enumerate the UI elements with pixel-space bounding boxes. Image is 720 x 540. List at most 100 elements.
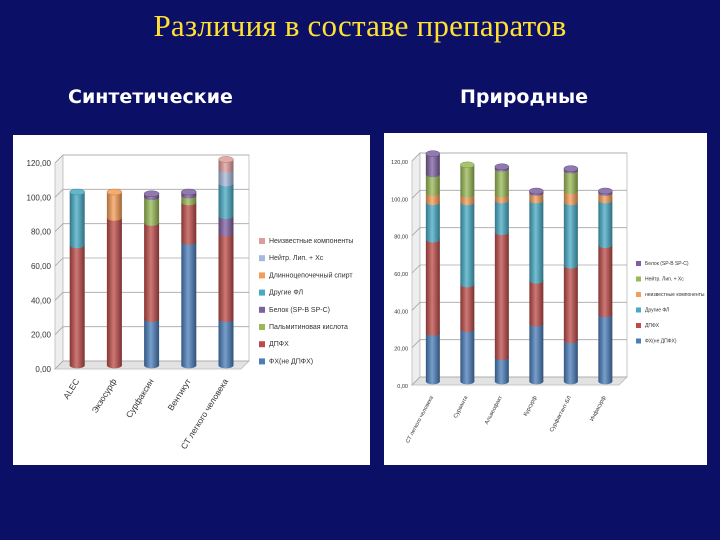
- legend-label: Нейтр. Лип. + Хс: [269, 254, 324, 262]
- x-category-label: Экзосурф: [90, 377, 119, 415]
- natural-chart-svg: 0,00 20,00 40,00 60,00 80,00 100,00 120,00 СТ л…: [391, 150, 705, 444]
- bar-segment: [529, 323, 544, 382]
- bar-segment-base: [69, 242, 85, 249]
- legend-label: ФХ(не ДПФХ): [645, 339, 677, 345]
- bar-segment-base: [144, 316, 160, 323]
- legend-swatch: [636, 338, 641, 344]
- bar-segment: [218, 233, 234, 320]
- bar-segment-base: [106, 362, 122, 369]
- slide-title: Различия в составе препаратов: [153, 8, 567, 43]
- bar-segment: [69, 245, 85, 366]
- bar-segment: [218, 216, 234, 234]
- bar-segment-base: [425, 199, 440, 206]
- legend-label: Белок (SP-B SP-C): [645, 261, 689, 267]
- bar-segment: [494, 168, 509, 195]
- x-category-label: Инфасурф: [589, 395, 607, 423]
- bar-top-cap: [69, 188, 85, 196]
- bar-segment: [144, 222, 160, 320]
- bar-segment-base: [218, 230, 234, 237]
- legend-swatch: [259, 238, 265, 244]
- bar-top-cap: [106, 188, 123, 196]
- legend-label: Белок (SP-B SP-C): [269, 307, 330, 314]
- x-category-label: Вентикут: [165, 377, 192, 413]
- y-tick-label: 100,00: [391, 197, 408, 203]
- bar-segment-base: [425, 171, 440, 178]
- bar-segment-base: [598, 197, 613, 204]
- legend-swatch: [636, 261, 641, 266]
- bar-segment-base: [425, 189, 440, 196]
- bar-segment: [529, 200, 544, 281]
- x-category-label: ALEC: [61, 377, 81, 401]
- bar-segment-base: [598, 378, 613, 385]
- gridline: [411, 376, 627, 386]
- legend-swatch: [636, 323, 641, 328]
- bar-segment-base: [494, 229, 509, 236]
- legend-label: Нейтр. Лип. + Хс: [645, 276, 684, 283]
- bar-segment: [460, 329, 475, 382]
- bar-top-cap: [143, 190, 160, 197]
- y-tick-label: 100,00: [27, 193, 52, 202]
- bar-segment: [529, 280, 544, 324]
- bar-segment: [460, 164, 475, 195]
- legend-swatch: [259, 324, 265, 330]
- y-tick-label: 20,00: [31, 331, 52, 340]
- bar-top-cap: [529, 187, 544, 195]
- bar-segment: [181, 241, 197, 366]
- legend-label: ДПФХ: [645, 323, 660, 329]
- gridline: [411, 301, 627, 311]
- bar-segment: [460, 284, 475, 330]
- bar-segment-base: [144, 219, 160, 226]
- bar-segment-base: [425, 329, 440, 336]
- y-tick-label: 60,00: [394, 272, 408, 278]
- bar-segment-base: [218, 316, 234, 323]
- legend-label: Длинноцепочечный спирт: [269, 271, 353, 279]
- bar-segment: [563, 170, 578, 191]
- legend-swatch: [259, 272, 265, 279]
- bar-segment: [563, 191, 578, 203]
- legend-swatch: [636, 276, 641, 282]
- bar-segment-base: [460, 281, 475, 288]
- y-tick-label: 40,00: [31, 296, 52, 305]
- bar-segment-base: [460, 326, 475, 333]
- bar-segment: [529, 192, 544, 201]
- legend-label: Другие ФЛ: [269, 290, 303, 297]
- bar-segment: [106, 192, 122, 218]
- bar-segment: [563, 340, 578, 382]
- bar-segment-base: [598, 311, 613, 318]
- bar-top-cap: [218, 156, 234, 163]
- bar-segment: [425, 192, 440, 203]
- synthetic-heading: Синтетические: [68, 86, 233, 108]
- y-tick-label: 80,00: [394, 235, 408, 241]
- floor: [411, 376, 628, 386]
- gridline: [411, 264, 627, 274]
- synthetic-chart: 0,00 20,00 40,00 60,00 80,00 100,00 120,00 ALEC…: [13, 135, 370, 465]
- bar-segment-base: [529, 320, 544, 327]
- bar-segment: [494, 232, 509, 358]
- legend-label: Неизвестные компоненты: [269, 238, 353, 245]
- bar-segment-base: [529, 277, 544, 284]
- bar-segment-base: [529, 378, 544, 385]
- legend-label: ФХ(не ДПФХ): [269, 358, 313, 365]
- bar-segment-base: [494, 354, 509, 361]
- bar-segment: [106, 217, 122, 366]
- legend-label: Другие ФЛ: [645, 308, 669, 314]
- bar-segment: [494, 200, 509, 233]
- gridline: [411, 152, 627, 162]
- natural-chart: 0,00 20,00 40,00 60,00 80,00 100,00 120,00 СТ л…: [384, 133, 707, 465]
- bar-segment: [598, 245, 613, 315]
- bar-top-cap: [425, 150, 441, 157]
- x-category-label: Сурфаксин: [124, 377, 156, 420]
- bar-segment: [69, 192, 85, 246]
- bar-segment-base: [218, 362, 234, 369]
- bar-segment: [218, 183, 234, 217]
- bar-segment-base: [460, 191, 475, 198]
- bar-segment: [598, 200, 613, 246]
- y-tick-label: 20,00: [394, 347, 408, 353]
- bar-top-cap: [460, 161, 475, 169]
- legend-swatch: [636, 292, 641, 297]
- legend-swatch: [259, 255, 265, 262]
- legend-label: Пальмитиновая кислота: [269, 324, 348, 331]
- bar-segment: [425, 239, 440, 333]
- bar-segment-base: [563, 378, 578, 385]
- bar-segment: [460, 194, 475, 203]
